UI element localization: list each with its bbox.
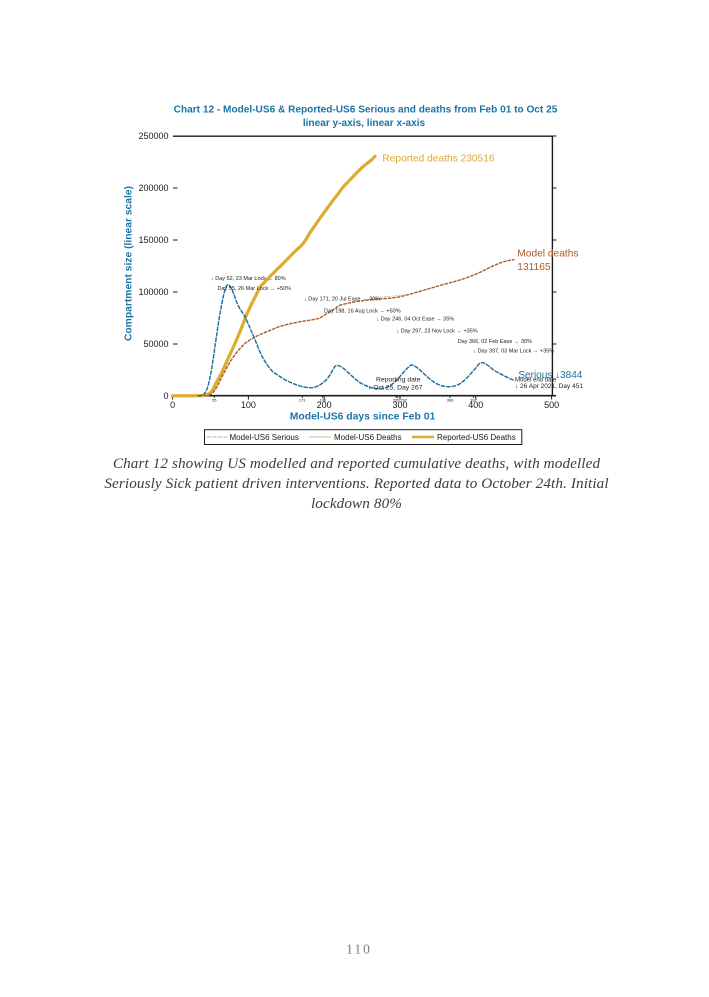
svg-text:100: 100 (241, 400, 256, 410)
svg-text:↓ Day 297, 23 Nov Lock → +35%: ↓ Day 297, 23 Nov Lock → +35% (397, 329, 478, 335)
svg-text:50000: 50000 (143, 339, 168, 349)
svg-text:55: 55 (212, 397, 217, 402)
svg-text:198: 198 (319, 397, 326, 402)
svg-text:↓ Day 52, 23 Mar Lock → 80%: ↓ Day 52, 23 Mar Lock → 80% (211, 276, 286, 282)
svg-text:Reported-US6 Deaths: Reported-US6 Deaths (437, 433, 516, 442)
svg-text:366: 366 (447, 397, 454, 402)
svg-text:Model-US6 Deaths: Model-US6 Deaths (334, 433, 402, 442)
svg-text:200000: 200000 (138, 183, 168, 193)
svg-text:↓ Day 171, 20 Jul Ease → 30%: ↓ Day 171, 20 Jul Ease → 30% (304, 297, 380, 303)
svg-text:Chart 12 - Model-US6 & Reporte: Chart 12 - Model-US6 & Reported-US6 Seri… (174, 105, 558, 116)
svg-text:Day 55, 26 Mar Lock → +50%: Day 55, 26 Mar Lock → +50% (218, 286, 292, 292)
svg-text:Model end date: Model end date (515, 377, 557, 383)
svg-text:Seriously Sick patient driven: Seriously Sick patient driven interventi… (104, 475, 608, 492)
svg-text:Model deaths: Model deaths (517, 249, 578, 260)
svg-text:Model-US6 Serious: Model-US6 Serious (230, 433, 299, 442)
svg-text:397: 397 (470, 397, 477, 402)
svg-text:Reporting date: Reporting date (376, 376, 421, 383)
svg-text:↓ Oct 25, Day 267: ↓ Oct 25, Day 267 (368, 384, 423, 391)
svg-text:Serious ↓3844: Serious ↓3844 (518, 370, 582, 381)
svg-text:Chart 12 showing US modelled a: Chart 12 showing US modelled and reporte… (113, 455, 601, 472)
svg-text:linear y-axis, linear x-axis: linear y-axis, linear x-axis (303, 118, 426, 129)
svg-text:↓ Day 246, 04 Oct Ease → 35%: ↓ Day 246, 04 Oct Ease → 35% (377, 316, 455, 322)
svg-text:400: 400 (468, 400, 483, 410)
svg-text:100000: 100000 (138, 287, 168, 297)
svg-text:Compartment size (linear scale: Compartment size (linear scale) (124, 186, 135, 341)
svg-text:500: 500 (544, 400, 559, 410)
svg-text:171: 171 (299, 397, 306, 402)
svg-text:150000: 150000 (138, 235, 168, 245)
svg-text:lockdown 80%: lockdown 80% (311, 495, 402, 512)
svg-text:295: 295 (393, 397, 400, 402)
svg-text:Day 198, 16 Aug Lock → +50%: Day 198, 16 Aug Lock → +50% (324, 309, 401, 315)
svg-text:↓ 26 Apr 2021, Day 451: ↓ 26 Apr 2021, Day 451 (515, 383, 583, 390)
svg-text:131165: 131165 (517, 262, 551, 273)
svg-text:↓ Day 397, 03 Mar Lock → +35%: ↓ Day 397, 03 Mar Lock → +35% (473, 349, 554, 355)
svg-text:Model-US6 days since Feb 01: Model-US6 days since Feb 01 (290, 412, 436, 423)
svg-text:0: 0 (170, 400, 175, 410)
svg-text:200: 200 (317, 400, 332, 410)
svg-text:Day 366, 02 Feb Ease → 30%: Day 366, 02 Feb Ease → 30% (458, 339, 532, 345)
svg-text:0: 0 (163, 391, 168, 401)
svg-text:300: 300 (392, 400, 407, 410)
svg-text:297: 297 (400, 397, 407, 402)
svg-text:110: 110 (346, 942, 372, 957)
svg-text:250000: 250000 (138, 131, 168, 141)
svg-text:Reported deaths 230516: Reported deaths 230516 (382, 153, 494, 164)
